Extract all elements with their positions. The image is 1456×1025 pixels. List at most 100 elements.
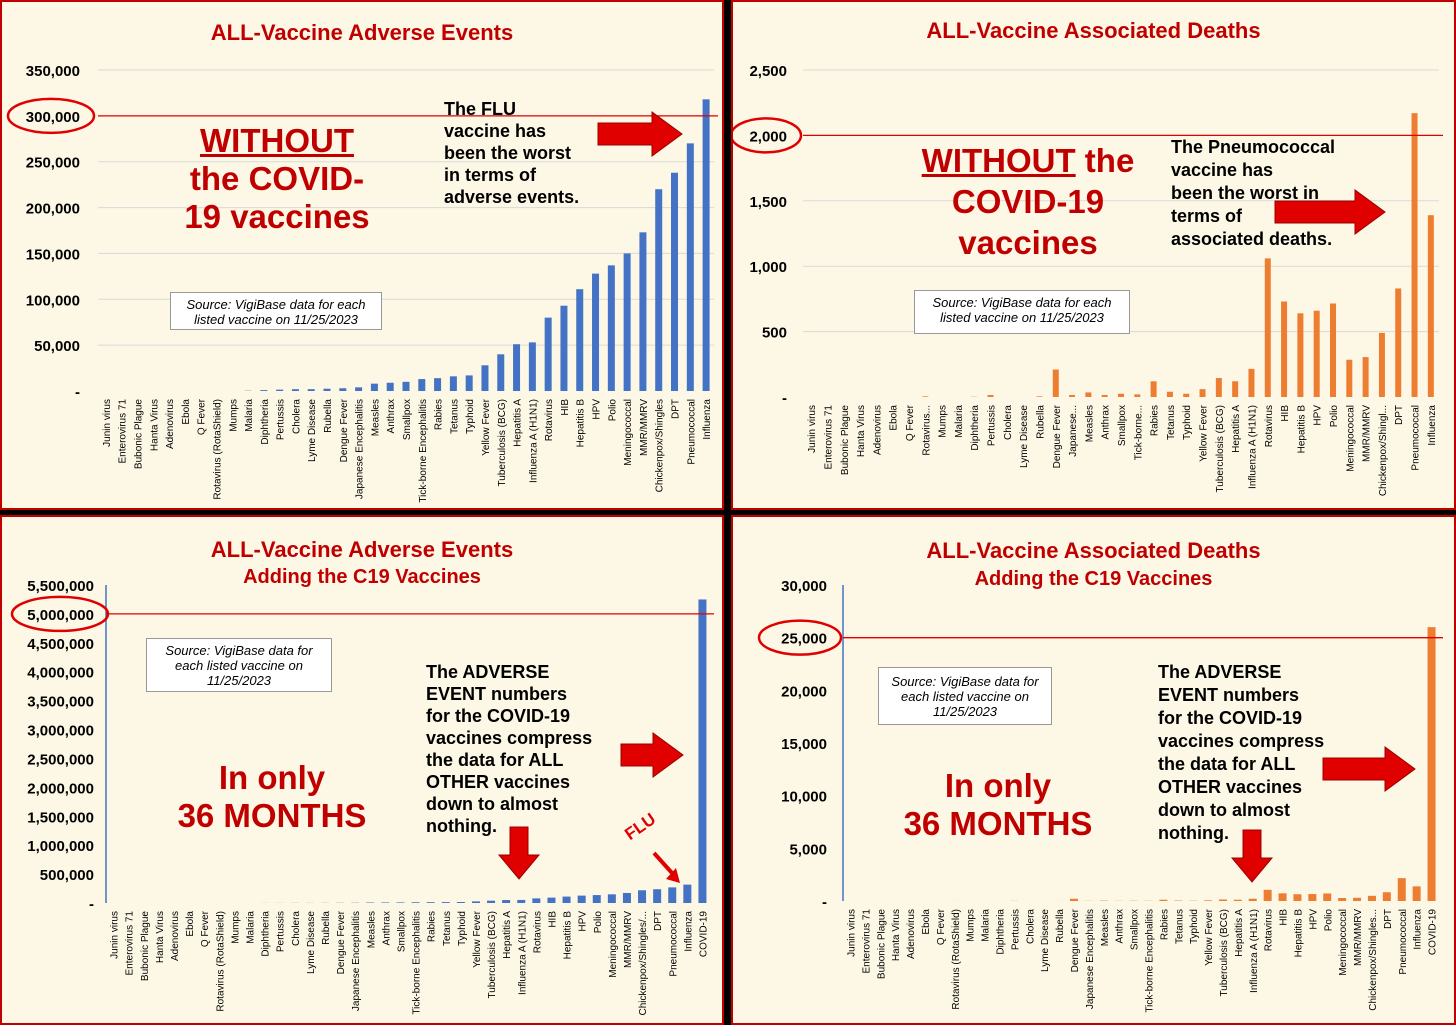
panel-associated-deaths-c19: - 5,000 10,000 15,000 20,000 25,000 30,000 Juni… bbox=[731, 515, 1456, 1025]
x-category-label: HIB bbox=[1279, 909, 1290, 926]
big-label-line2: COVID-19 bbox=[951, 183, 1105, 220]
source-box: Source: VigiBase data for each listed va… bbox=[170, 292, 382, 330]
x-category-label: Influenza bbox=[1413, 909, 1424, 950]
x-category-label: HIB bbox=[1280, 405, 1291, 422]
x-category-label: Measles bbox=[1084, 405, 1095, 442]
x-category-label: Typhoid bbox=[1189, 909, 1200, 944]
x-category-label: Japanese Encephalitis bbox=[355, 399, 366, 499]
x-category-label: Tick-borne Encephalitis bbox=[412, 911, 423, 1015]
bar bbox=[396, 902, 405, 903]
y-tick-label: 1,000 bbox=[749, 259, 787, 276]
note-line: vaccines compress bbox=[1158, 731, 1325, 751]
y-tick-label: 20,000 bbox=[781, 683, 827, 700]
chart-subtitle: Adding the C19 Vaccines bbox=[243, 566, 481, 588]
bar bbox=[698, 599, 707, 903]
note-line: in terms of bbox=[444, 165, 537, 185]
x-category-label: Typhoid bbox=[465, 399, 476, 434]
x-category-label: Hepatitis A bbox=[1234, 909, 1245, 957]
x-category-label: Polio bbox=[607, 399, 618, 422]
note-line: The ADVERSE bbox=[1158, 662, 1282, 682]
bar bbox=[323, 388, 331, 391]
x-category-label: Q Fever bbox=[936, 908, 947, 945]
x-category-label: Dengue Fever bbox=[339, 398, 350, 462]
chart-associated-deaths-c19: - 5,000 10,000 15,000 20,000 25,000 30,000 Juni… bbox=[757, 578, 1443, 1013]
x-category-label: Adenovirus bbox=[906, 909, 917, 959]
big-label: In only 36 MONTHS bbox=[873, 767, 1123, 843]
x-category-label: Hepatitis A bbox=[1231, 405, 1242, 453]
bar bbox=[607, 894, 616, 903]
x-category-label: Junin virus bbox=[846, 909, 857, 957]
x-category-label: Junin virus bbox=[102, 399, 113, 447]
y-tick-label: 150,000 bbox=[26, 246, 80, 263]
y-tick-label: 2,000 bbox=[749, 128, 787, 145]
bar bbox=[1278, 893, 1287, 901]
bar bbox=[426, 902, 435, 903]
chart-adverse-events: - 50,000 100,000 150,000 200,000 250,000 300,0… bbox=[6, 63, 718, 503]
annotation-note: The FLU vaccine has been the worst in te… bbox=[444, 98, 579, 208]
bar bbox=[1308, 894, 1317, 901]
x-category-label: Rabies bbox=[434, 399, 445, 430]
big-label-underlined: WITHOUT bbox=[921, 142, 1076, 179]
bar bbox=[922, 396, 929, 397]
red-arrow-icon bbox=[497, 826, 541, 880]
bar bbox=[1362, 357, 1369, 397]
bar bbox=[623, 253, 631, 391]
bar bbox=[547, 897, 556, 903]
bar bbox=[1101, 395, 1108, 397]
y-tick-label: 2,000,000 bbox=[27, 780, 94, 797]
x-category-label: Adenovirus bbox=[872, 405, 883, 455]
note-line: adverse events. bbox=[444, 187, 580, 207]
y-tick-label: 3,500,000 bbox=[27, 694, 94, 711]
x-category-label: Pneumococcal bbox=[686, 399, 697, 465]
bar bbox=[1232, 381, 1239, 397]
big-label-the: the bbox=[1075, 142, 1135, 179]
bar bbox=[370, 383, 378, 391]
bar bbox=[592, 273, 600, 391]
note-line: The Pneumococcal bbox=[1171, 137, 1336, 157]
big-label-line2: the COVID- bbox=[189, 160, 365, 197]
x-category-label: Junin virus bbox=[110, 911, 121, 959]
bar bbox=[339, 388, 347, 391]
bar bbox=[987, 395, 994, 397]
annotation-note: The ADVERSE EVENT numbers for the COVID-… bbox=[426, 661, 592, 837]
note-line: been the worst bbox=[444, 143, 572, 163]
x-category-label: Pertussis bbox=[987, 405, 998, 446]
bar bbox=[1052, 369, 1059, 397]
x-category-label: Bubonic Plague bbox=[133, 399, 144, 469]
note-line: vaccines compress bbox=[426, 728, 593, 748]
x-category-label: Meningococcal bbox=[623, 399, 634, 466]
bar bbox=[449, 376, 457, 391]
note-line: EVENT numbers bbox=[1158, 685, 1300, 705]
x-category-label: Smallpox bbox=[396, 911, 407, 952]
big-label-line3: 19 vaccines bbox=[184, 198, 370, 235]
y-tick-label: 50,000 bbox=[34, 338, 80, 355]
x-category-label: Bubonic Plague bbox=[140, 911, 151, 981]
chart-title: ALL-Vaccine Adverse Events bbox=[210, 537, 514, 562]
bar bbox=[592, 895, 601, 903]
flu-arrow-icon bbox=[666, 868, 680, 883]
bar bbox=[386, 382, 394, 391]
x-category-label: Polio bbox=[1329, 405, 1340, 428]
y-tick-label: 350,000 bbox=[26, 63, 80, 80]
x-category-label: Yellow Fever bbox=[472, 910, 483, 968]
source-line: Source: VigiBase data for bbox=[891, 674, 1039, 689]
bar bbox=[702, 99, 710, 391]
y-tick-label: 250,000 bbox=[26, 155, 80, 172]
y-tick-label: 100,000 bbox=[26, 292, 80, 309]
x-category-label: MMR/MMRV bbox=[1353, 909, 1364, 966]
x-category-label: Rotavirus (RotaShield) bbox=[951, 909, 962, 1010]
x-category-label: Measles bbox=[366, 911, 377, 948]
source-line: Source: VigiBase data for bbox=[165, 643, 313, 658]
x-category-label: Influenza bbox=[683, 911, 694, 952]
x-category-label: DPT bbox=[1394, 405, 1405, 425]
x-category-label: Japanese Encephalitis bbox=[351, 911, 362, 1011]
bar bbox=[291, 389, 299, 391]
source-line: each listed vaccine on bbox=[901, 689, 1029, 704]
big-label: In only 36 MONTHS bbox=[142, 759, 402, 835]
bar bbox=[544, 317, 552, 391]
x-category-label: Tuberculosis (BCG) bbox=[1219, 909, 1230, 996]
bar bbox=[577, 895, 586, 903]
x-category-label: Tuberculosis (BCG) bbox=[497, 399, 508, 486]
x-category-label: Rubella bbox=[323, 399, 334, 433]
note-line: nothing. bbox=[1158, 823, 1229, 843]
